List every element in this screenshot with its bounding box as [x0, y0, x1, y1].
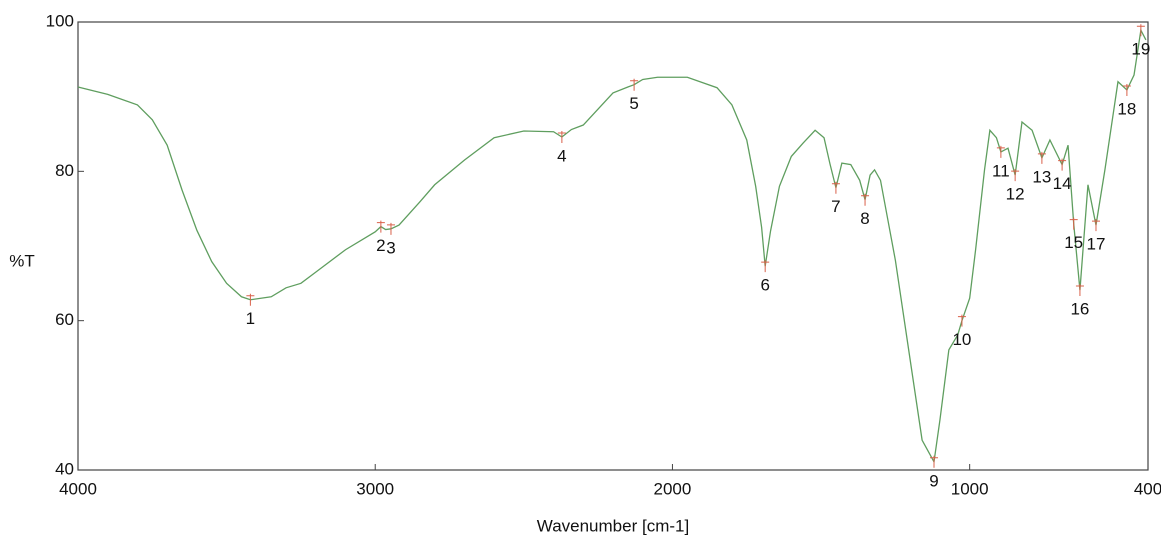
- peak-label: 16: [1070, 300, 1089, 319]
- x-tick-label: 4000: [59, 479, 97, 498]
- peak-marker: [1136, 24, 1145, 37]
- peak-marker: [1011, 169, 1020, 182]
- peak-marker: [930, 455, 938, 468]
- peak-marker: [831, 181, 840, 194]
- peak-label: 4: [557, 146, 566, 165]
- peak-marker: [1058, 158, 1067, 171]
- y-tick-label: 60: [55, 310, 74, 329]
- x-tick-label: 400: [1134, 479, 1161, 498]
- peak-marker: [1037, 151, 1046, 164]
- peak-label: 18: [1117, 99, 1136, 118]
- peak-label: 10: [952, 330, 971, 349]
- peak-label: 3: [386, 238, 395, 257]
- peak-label: 19: [1131, 40, 1150, 59]
- peak-label: 15: [1064, 233, 1083, 252]
- peak-marker: [376, 220, 385, 233]
- peak-label: 6: [760, 276, 769, 295]
- peak-label: 2: [376, 236, 385, 255]
- peak-marker: [246, 293, 255, 306]
- peak-label: 17: [1087, 235, 1106, 254]
- peak-label: 5: [629, 94, 638, 113]
- peak-label: 11: [992, 161, 1010, 180]
- peak-marker: [1069, 217, 1078, 230]
- y-tick-label: 100: [46, 11, 74, 30]
- peak-marker: [557, 130, 566, 143]
- y-axis-label: %T: [9, 251, 35, 270]
- peak-label: 1: [246, 309, 255, 328]
- x-tick-label: 2000: [654, 479, 692, 498]
- x-tick-label: 3000: [356, 479, 394, 498]
- peak-label: 13: [1032, 167, 1051, 186]
- peak-marker: [1091, 219, 1100, 232]
- peak-marker: [1122, 83, 1131, 96]
- y-tick-label: 80: [55, 161, 74, 180]
- peak-marker: [957, 314, 966, 327]
- peak-marker: [996, 145, 1005, 158]
- peak-label: 14: [1053, 174, 1072, 193]
- peak-label: 9: [929, 471, 938, 490]
- peak-label: 7: [831, 197, 840, 216]
- x-axis-label: Wavenumber [cm-1]: [537, 516, 689, 535]
- peak-label: 12: [1006, 185, 1025, 204]
- peak-marker: [761, 260, 770, 273]
- y-tick-label: 40: [55, 459, 74, 478]
- peak-marker: [630, 78, 639, 91]
- spectrum-line: [77, 28, 1147, 464]
- peak-marker: [1075, 284, 1084, 297]
- peak-label: 8: [860, 209, 869, 228]
- plot-frame: [77, 21, 1149, 471]
- peak-marker: [386, 222, 395, 235]
- peak-marker: [861, 193, 870, 206]
- x-tick-label: 1000: [951, 479, 989, 498]
